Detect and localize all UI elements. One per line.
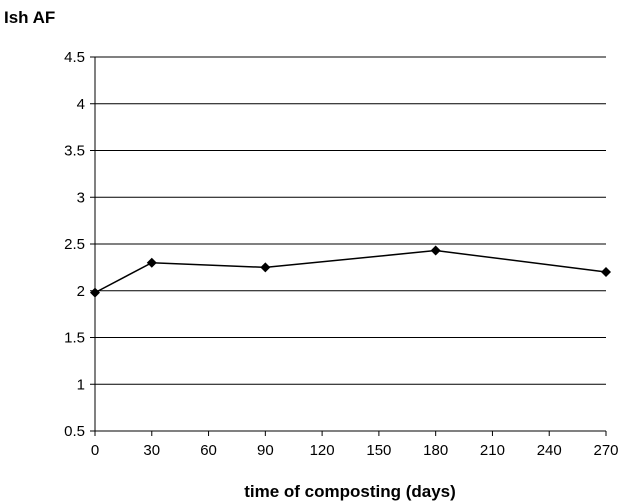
x-tick-label: 150 <box>366 442 391 459</box>
y-tick-label: 0.5 <box>64 423 85 440</box>
data-point-marker <box>260 262 271 273</box>
x-tick-label: 210 <box>480 442 505 459</box>
data-point-marker <box>90 287 100 298</box>
x-tick-label: 180 <box>423 442 448 459</box>
y-tick-label: 4.5 <box>64 49 85 66</box>
x-tick-label: 270 <box>593 442 618 459</box>
y-tick-label: 3.5 <box>64 143 85 160</box>
y-tick-label: 2.5 <box>64 236 85 253</box>
y-tick-label: 1.5 <box>64 330 85 347</box>
x-tick-label: 90 <box>257 442 274 459</box>
x-tick-label: 240 <box>537 442 562 459</box>
x-axis-ticks: 0 30 60 90 120 150 180 210 240 270 <box>91 431 619 459</box>
data-point-marker <box>146 257 157 268</box>
y-tick-label: 1 <box>77 376 85 393</box>
y-axis-ticks: 0.5 1 1.5 2 2.5 3 3.5 4 4.5 <box>64 49 95 440</box>
data-point-marker <box>430 245 441 256</box>
gridlines <box>95 56 606 432</box>
x-tick-label: 60 <box>200 442 217 459</box>
x-tick-label: 30 <box>143 442 160 459</box>
y-tick-label: 4 <box>77 96 85 113</box>
y-tick-label: 2 <box>77 283 85 300</box>
x-tick-label: 120 <box>310 442 335 459</box>
y-axis-label: Ish AF <box>4 8 55 27</box>
x-tick-label: 0 <box>91 442 99 459</box>
y-tick-label: 3 <box>77 189 85 206</box>
data-point-marker <box>601 267 611 278</box>
series-layer <box>90 245 611 298</box>
x-axis-label: time of composting (days) <box>244 482 456 501</box>
series-line <box>94 249 607 294</box>
